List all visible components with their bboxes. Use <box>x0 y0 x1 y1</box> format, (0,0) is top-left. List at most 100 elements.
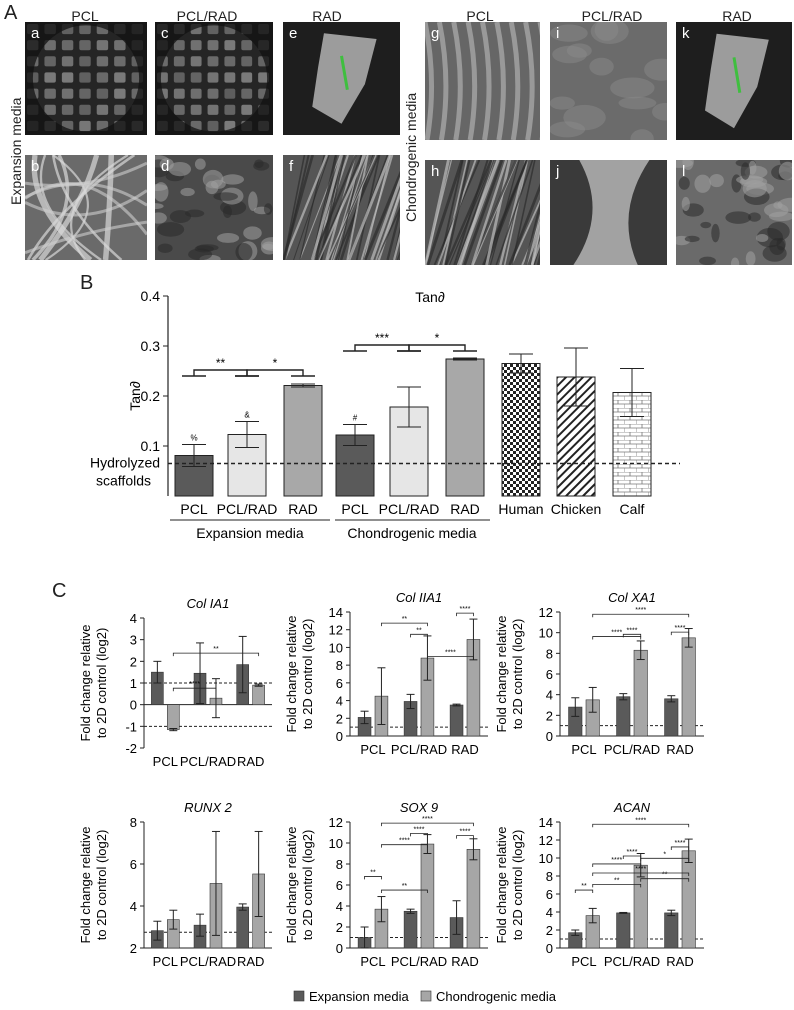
y-tick-label: 0.1 <box>141 438 161 454</box>
significance-label: **** <box>627 627 638 634</box>
y-tick-label: 0 <box>546 941 553 956</box>
significance-bracket <box>427 656 474 660</box>
sem-fiber <box>25 220 147 255</box>
col-label-pclrad-right: PCL/RAD <box>581 8 643 24</box>
bar <box>466 848 481 949</box>
legend-label: Expansion media <box>309 989 409 1004</box>
significance-bracket <box>456 835 474 839</box>
category-label: RAD <box>451 954 478 969</box>
y-tick-label: -1 <box>125 719 137 734</box>
sem-fiber <box>347 155 392 260</box>
sem-strut <box>79 88 91 99</box>
bar <box>420 843 435 949</box>
sem-texture <box>550 160 667 265</box>
sem-image-b: b <box>25 155 147 260</box>
sem-strut <box>61 72 74 83</box>
significance-label: **** <box>627 849 638 856</box>
category-label: RAD <box>666 954 693 969</box>
significance-bracket <box>410 633 428 638</box>
sem-grain <box>260 237 273 252</box>
y-tick-label: 6 <box>546 667 553 682</box>
y-tick-label: 0 <box>336 941 343 956</box>
sem-strut <box>44 56 56 67</box>
y-tick-label: 6 <box>336 676 343 691</box>
y-axis-label: to 2D control (log2) <box>510 830 525 941</box>
bar <box>633 864 648 949</box>
sem-strut <box>114 104 126 115</box>
significance-bracket <box>592 823 690 828</box>
y-tick-label: 2 <box>130 654 137 669</box>
category-label: PCL/RAD <box>604 742 660 757</box>
significance-bracket <box>592 883 642 888</box>
sem-grain <box>711 223 720 243</box>
y-tick-label: 3 <box>130 633 137 648</box>
sem-image-label: b <box>31 158 40 175</box>
bar <box>633 649 648 737</box>
gene-chart-2: Col IIA1 Fold change relative to 2D contro… <box>284 590 488 757</box>
significance-bracket <box>640 878 690 882</box>
sem-strut <box>61 56 74 67</box>
sem-grain <box>243 226 262 240</box>
significance-label: ** <box>581 883 587 890</box>
sem-grain <box>694 174 711 193</box>
sem-grain <box>684 235 700 243</box>
gene-chart-5: SOX 9 Fold change relative to 2D control (… <box>284 800 488 969</box>
sem-strut <box>241 40 253 51</box>
sem-image-label: f <box>289 158 294 175</box>
sem-ridge <box>494 22 506 140</box>
sem-texture <box>676 22 792 140</box>
category-label: PCL <box>341 501 368 517</box>
sem-fiber <box>503 160 529 265</box>
sem-fiber <box>463 160 504 265</box>
sem-grain <box>159 158 174 171</box>
sem-fiber <box>283 155 328 260</box>
significance-label: **** <box>675 840 686 847</box>
bar <box>681 850 696 949</box>
sem-fiber <box>375 190 400 260</box>
significance-bracket <box>381 822 474 827</box>
bar <box>616 912 631 949</box>
significance-bracket <box>410 832 428 837</box>
sem-strut <box>241 72 253 83</box>
y-tick-label: 12 <box>329 815 343 830</box>
sem-strut <box>173 88 185 99</box>
category-label: PCL <box>360 954 385 969</box>
sem-grain <box>169 210 192 224</box>
sem-blob <box>589 57 614 76</box>
significance-label: * <box>435 331 440 345</box>
sem-strut <box>207 120 219 131</box>
panel-label-b: B <box>80 272 94 294</box>
bar <box>403 910 418 949</box>
significance-bracket <box>397 344 477 352</box>
sem-fiber <box>317 155 367 260</box>
significance-bracket <box>592 613 690 618</box>
y-tick-label: 10 <box>539 626 553 641</box>
sem-fiber <box>511 160 536 265</box>
sem-grain <box>205 180 219 195</box>
category-label: PCL <box>153 954 178 969</box>
sem-grain <box>155 212 167 224</box>
significance-bracket <box>381 622 428 627</box>
sem-image-j: j <box>550 160 667 265</box>
y-tick-label: 6 <box>546 887 553 902</box>
sem-strut <box>190 56 202 67</box>
sem-strut <box>258 72 269 83</box>
sem-grain <box>777 197 792 212</box>
sem-strut <box>173 40 185 51</box>
y-tick-label: 2 <box>130 941 137 956</box>
category-label: PCL <box>153 754 178 769</box>
sem-grain <box>194 158 206 170</box>
sem-texture <box>550 22 667 140</box>
y-axis-label: to 2D control (log2) <box>510 619 525 730</box>
sem-fiber <box>455 160 495 265</box>
y-tick-label: 12 <box>539 833 553 848</box>
sem-blob <box>550 121 586 138</box>
y-axis-label: Tan∂ <box>127 381 143 411</box>
bar <box>283 385 323 497</box>
sem-fiber <box>392 232 400 260</box>
category-label: PCL <box>180 501 207 517</box>
sem-grain <box>699 256 716 265</box>
sem-strut <box>190 40 202 51</box>
bar <box>167 704 180 730</box>
